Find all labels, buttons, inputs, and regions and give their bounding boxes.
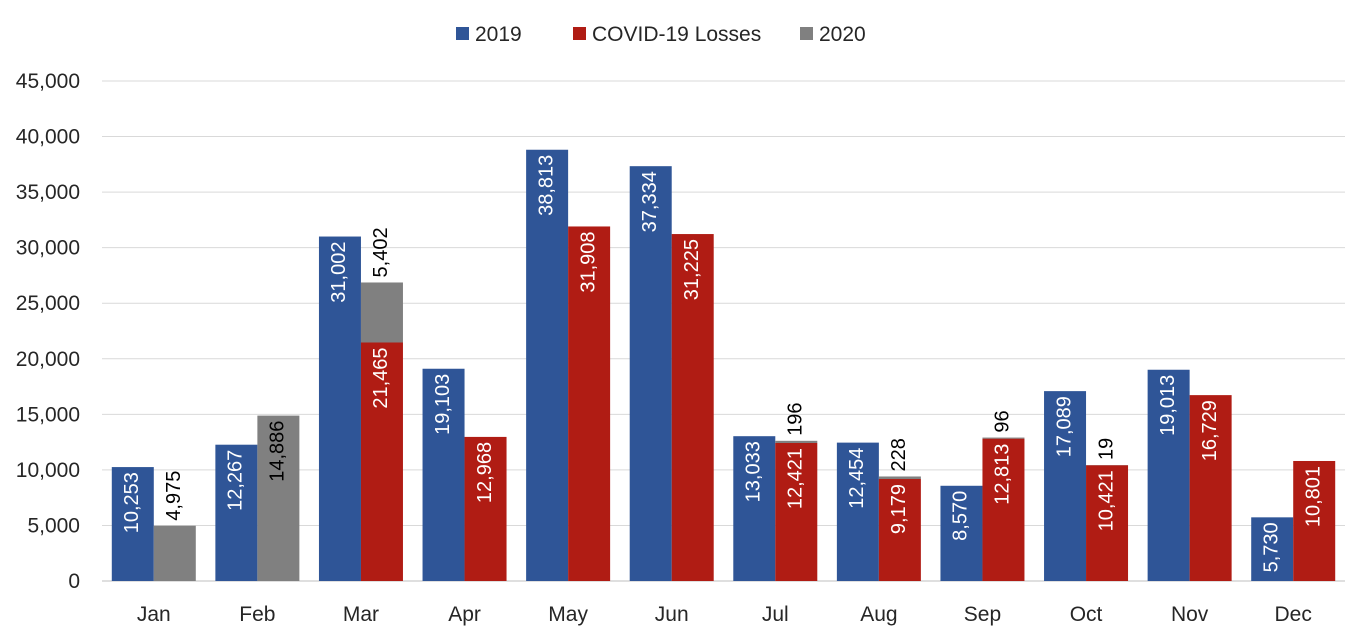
data-label-2019: 19,013 (1157, 375, 1179, 436)
legend-swatch (573, 27, 586, 40)
data-label-2019: 17,089 (1053, 396, 1075, 457)
data-label-2020: 196 (785, 402, 807, 435)
data-label-2019: 13,033 (743, 441, 765, 502)
y-tick-label: 10,000 (16, 459, 80, 482)
data-label-2020: 19 (1095, 438, 1117, 460)
bar-covid-losses (671, 234, 714, 582)
x-axis: Jan Feb Mar Apr May Jun Jul Aug Sep Oct Nov Dec (137, 603, 1312, 626)
legend-label: 2019 (475, 23, 522, 46)
data-label-covid-losses: 10,801 (1302, 466, 1324, 527)
bar-2019 (422, 368, 465, 581)
data-label-2019: 19,103 (432, 374, 454, 435)
bar-2019 (111, 467, 154, 581)
y-tick-label: 35,000 (16, 181, 80, 204)
data-label-covid-losses: 31,908 (577, 231, 599, 292)
bar-covid-losses (1189, 395, 1232, 581)
x-tick-label: Jan (137, 603, 171, 626)
bar-2020 (153, 525, 196, 581)
bar-2020 (982, 437, 1025, 439)
x-tick-label: Oct (1070, 603, 1103, 626)
y-tick-label: 45,000 (16, 70, 80, 93)
data-label-2019: 12,267 (225, 450, 247, 511)
bar-2019 (1147, 369, 1190, 581)
bar-2020 (257, 415, 300, 581)
y-tick-label: 25,000 (16, 292, 80, 315)
bar-covid-losses (464, 436, 507, 581)
bar-2019 (526, 149, 569, 581)
bar-covid-losses (568, 226, 611, 581)
bar-2019 (1251, 517, 1294, 581)
data-label-covid-losses: 10,421 (1095, 470, 1117, 531)
data-label-2019: 5,730 (1260, 522, 1282, 572)
bar-2019 (940, 485, 983, 581)
data-label-covid-losses: 12,813 (992, 444, 1014, 505)
x-tick-label: Feb (239, 603, 275, 626)
bar-covid-losses (982, 438, 1025, 581)
x-tick-label: Jul (762, 603, 789, 626)
x-tick-label: Nov (1171, 603, 1209, 626)
x-tick-label: May (548, 603, 588, 626)
x-tick-label: Jun (655, 603, 689, 626)
data-label-2019: 31,002 (328, 242, 350, 303)
data-label-covid-losses: 9,179 (888, 484, 910, 534)
y-axis: 0 5,000 10,000 15,000 20,000 25,000 30,000 35,0… (16, 70, 80, 593)
data-label-2020: 228 (888, 438, 910, 471)
bars: 10,253 4,975 12,267 14,886 31,002 21,465 5,402… (111, 149, 1336, 582)
data-label-2020: 14,886 (267, 421, 289, 482)
y-tick-label: 40,000 (16, 126, 80, 149)
y-tick-label: 20,000 (16, 348, 80, 371)
data-label-covid-losses: 12,421 (785, 448, 807, 509)
bar-2019 (215, 444, 258, 581)
bar-2020 (360, 282, 403, 343)
x-tick-label: Mar (343, 603, 379, 626)
data-label-2019: 38,813 (535, 155, 557, 216)
bar-covid-losses (360, 342, 403, 581)
x-tick-label: Apr (448, 603, 481, 626)
y-tick-label: 0 (68, 570, 80, 593)
legend-label: COVID-19 Losses (592, 23, 761, 46)
legend-label: 2020 (819, 23, 866, 46)
legend-swatch (800, 27, 813, 40)
data-label-2019: 37,334 (639, 171, 661, 232)
legend: 2019 COVID-19 Losses 2020 (456, 23, 866, 46)
data-label-2020: 96 (992, 410, 1014, 432)
data-label-2020: 5,402 (370, 227, 392, 277)
bar-2019 (1044, 391, 1087, 581)
bar-2020 (878, 476, 921, 480)
legend-swatch (456, 27, 469, 40)
gridlines (102, 80, 1345, 582)
y-tick-label: 30,000 (16, 237, 80, 260)
data-label-2019: 10,253 (121, 472, 143, 533)
bar-2019 (318, 236, 361, 582)
bar-covid-losses (775, 442, 818, 581)
bar-2019 (733, 436, 776, 581)
bar-covid-losses (1086, 465, 1129, 581)
bar-covid-losses (1293, 460, 1336, 581)
bar-2020 (775, 440, 818, 443)
y-tick-label: 5,000 (27, 514, 80, 537)
data-label-covid-losses: 21,465 (370, 348, 392, 409)
bar-2019 (836, 442, 879, 581)
x-tick-label: Dec (1275, 603, 1312, 626)
data-label-2020: 4,975 (163, 471, 185, 521)
data-label-covid-losses: 16,729 (1199, 400, 1221, 461)
bar-2019 (629, 166, 672, 581)
y-tick-label: 15,000 (16, 403, 80, 426)
x-tick-label: Sep (964, 603, 1001, 626)
data-label-2019: 8,570 (950, 491, 972, 541)
data-label-2019: 12,454 (846, 448, 868, 509)
data-label-covid-losses: 12,968 (474, 442, 496, 503)
x-tick-label: Aug (860, 603, 897, 626)
data-label-covid-losses: 31,225 (681, 239, 703, 300)
bar-covid-losses (878, 479, 921, 581)
